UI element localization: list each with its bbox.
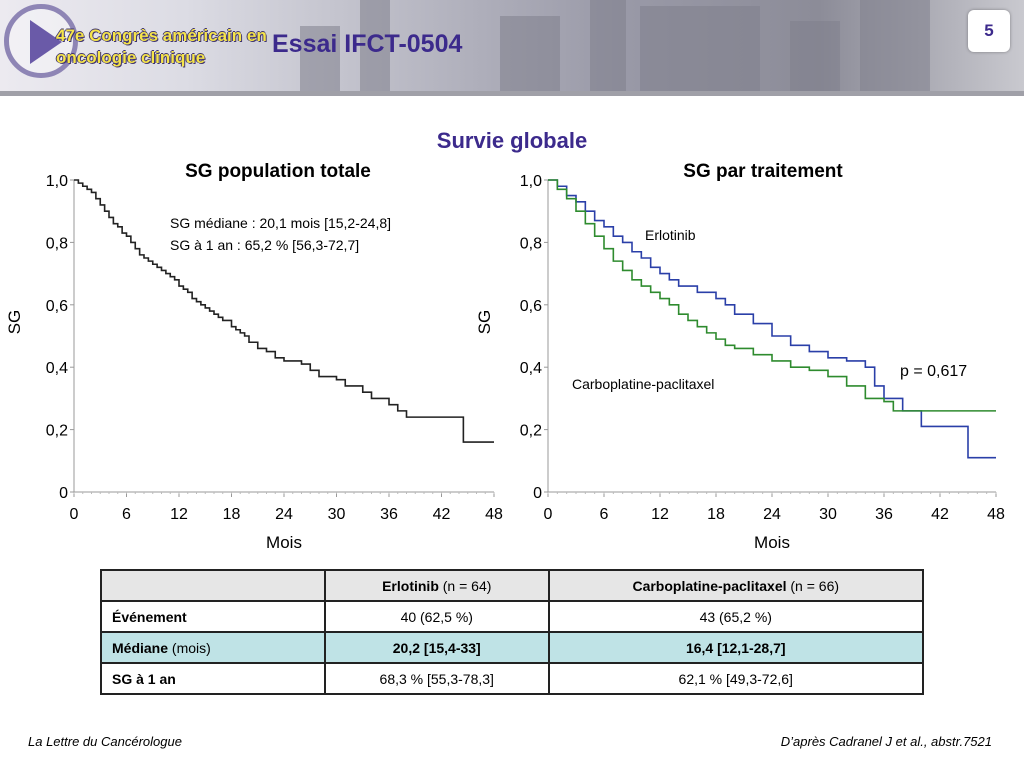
x-tick-label: 36 [875, 506, 893, 523]
chart-annotation: SG médiane : 20,1 mois [15,2-24,8] [170, 215, 391, 231]
y-tick-label: 0,2 [46, 423, 68, 440]
x-tick-label: 30 [328, 506, 346, 523]
x-tick-label: 18 [223, 506, 241, 523]
results-table: Erlotinib (n = 64) Carboplatine-paclitax… [100, 569, 924, 695]
header-col-erlotinib: Erlotinib (n = 64) [324, 569, 550, 602]
y-tick-label: 0 [533, 485, 542, 502]
y-tick-label: 0,6 [46, 298, 68, 315]
y-tick-label: 0,8 [520, 235, 542, 252]
cell-carboplatine: 43 (65,2 %) [547, 600, 924, 633]
x-tick-label: 30 [819, 506, 837, 523]
x-tick-label: 12 [651, 506, 669, 523]
x-tick-label: 18 [707, 506, 725, 523]
chart-annotation: SG à 1 an : 65,2 % [56,3-72,7] [170, 237, 359, 253]
header-col1-n: (n = 64) [438, 577, 492, 594]
series-label: Carboplatine-paclitaxel [572, 376, 714, 392]
y-tick-label: 0,8 [46, 235, 68, 252]
footer-source: La Lettre du Cancérologue [28, 734, 182, 749]
row-label-text: SG à 1 an [112, 670, 176, 687]
survival-curve-carboplatine-paclitaxel [548, 179, 996, 412]
y-axis-label: SG [5, 310, 24, 335]
table-header-row: Erlotinib (n = 64) Carboplatine-paclitax… [100, 569, 924, 602]
cell-erlotinib: 20,2 [15,4-33] [324, 631, 550, 664]
chart-title: SG population totale [185, 161, 371, 182]
x-tick-label: 36 [380, 506, 398, 523]
y-tick-label: 0 [59, 485, 68, 502]
table-row: Médiane (mois) 20,2 [15,4-33] 16,4 [12,1… [100, 631, 924, 664]
y-tick-label: 0,2 [520, 423, 542, 440]
y-axis-label: SG [475, 310, 494, 335]
header-col1-name: Erlotinib [382, 577, 439, 594]
logo-line2: oncologie clinique [56, 48, 206, 67]
cell-erlotinib: 68,3 % [55,3-78,3] [324, 662, 550, 695]
chart-annotation: p = 0,617 [900, 363, 967, 380]
x-tick-label: 48 [987, 506, 1005, 523]
survival-curve-erlotinib [548, 179, 996, 459]
cell-carboplatine: 16,4 [12,1-28,7] [547, 631, 924, 664]
survival-curve-overall [74, 179, 494, 443]
chart-title: SG par traitement [683, 161, 843, 182]
page-number-badge: 5 [968, 10, 1010, 52]
x-tick-label: 42 [931, 506, 949, 523]
x-tick-label: 24 [275, 506, 293, 523]
x-tick-label: 24 [763, 506, 781, 523]
congress-logo: 47e Congrès américain en oncologie clini… [4, 4, 267, 88]
header-col-carboplatine: Carboplatine-paclitaxel (n = 66) [547, 569, 924, 602]
slide-title: Survie globale [436, 128, 588, 153]
row-label-text: Médiane [112, 639, 169, 656]
cell-carboplatine: 62,1 % [49,3-72,6] [547, 662, 924, 695]
row-label: SG à 1 an [100, 662, 326, 695]
x-tick-label: 42 [433, 506, 451, 523]
x-tick-label: 12 [170, 506, 188, 523]
x-axis-label: Mois [754, 533, 790, 552]
y-tick-label: 0,4 [520, 360, 542, 377]
row-label-suffix: (mois) [168, 639, 211, 656]
header-col2-n: (n = 66) [786, 577, 840, 594]
x-tick-label: 6 [122, 506, 131, 523]
survival-charts: SG population totale 0 6 12 18 24 30 36 42 48 0 0,2… [5, 161, 1005, 552]
cell-erlotinib: 40 (62,5 %) [324, 600, 550, 633]
table-row: Événement 40 (62,5 %) 43 (65,2 %) [100, 600, 924, 633]
row-label: Médiane (mois) [100, 631, 326, 664]
row-label-text: Événement [112, 608, 187, 625]
header-empty-cell [100, 569, 326, 602]
y-tick-label: 1,0 [520, 173, 542, 190]
header-col2-name: Carboplatine-paclitaxel [632, 577, 787, 594]
logo-line1: 47e Congrès américain en [56, 26, 267, 45]
row-label: Événement [100, 600, 326, 633]
x-tick-label: 6 [600, 506, 609, 523]
x-tick-label: 0 [544, 506, 553, 523]
footer-reference: D’après Cadranel J et al., abstr.7521 [780, 734, 992, 749]
x-axis-label: Mois [266, 533, 302, 552]
y-tick-label: 0,6 [520, 298, 542, 315]
banner-title: Essai IFCT-0504 [272, 30, 463, 58]
series-label: Erlotinib [645, 227, 696, 243]
y-tick-label: 0,4 [46, 360, 68, 377]
x-tick-label: 0 [70, 506, 79, 523]
y-tick-label: 1,0 [46, 173, 68, 190]
logo-arrow-icon [30, 20, 62, 64]
header-banner: 47e Congrès américain en oncologie clini… [0, 0, 1024, 96]
header-divider [0, 91, 1024, 96]
x-tick-label: 48 [485, 506, 503, 523]
table-row: SG à 1 an 68,3 % [55,3-78,3] 62,1 % [49,… [100, 662, 924, 695]
